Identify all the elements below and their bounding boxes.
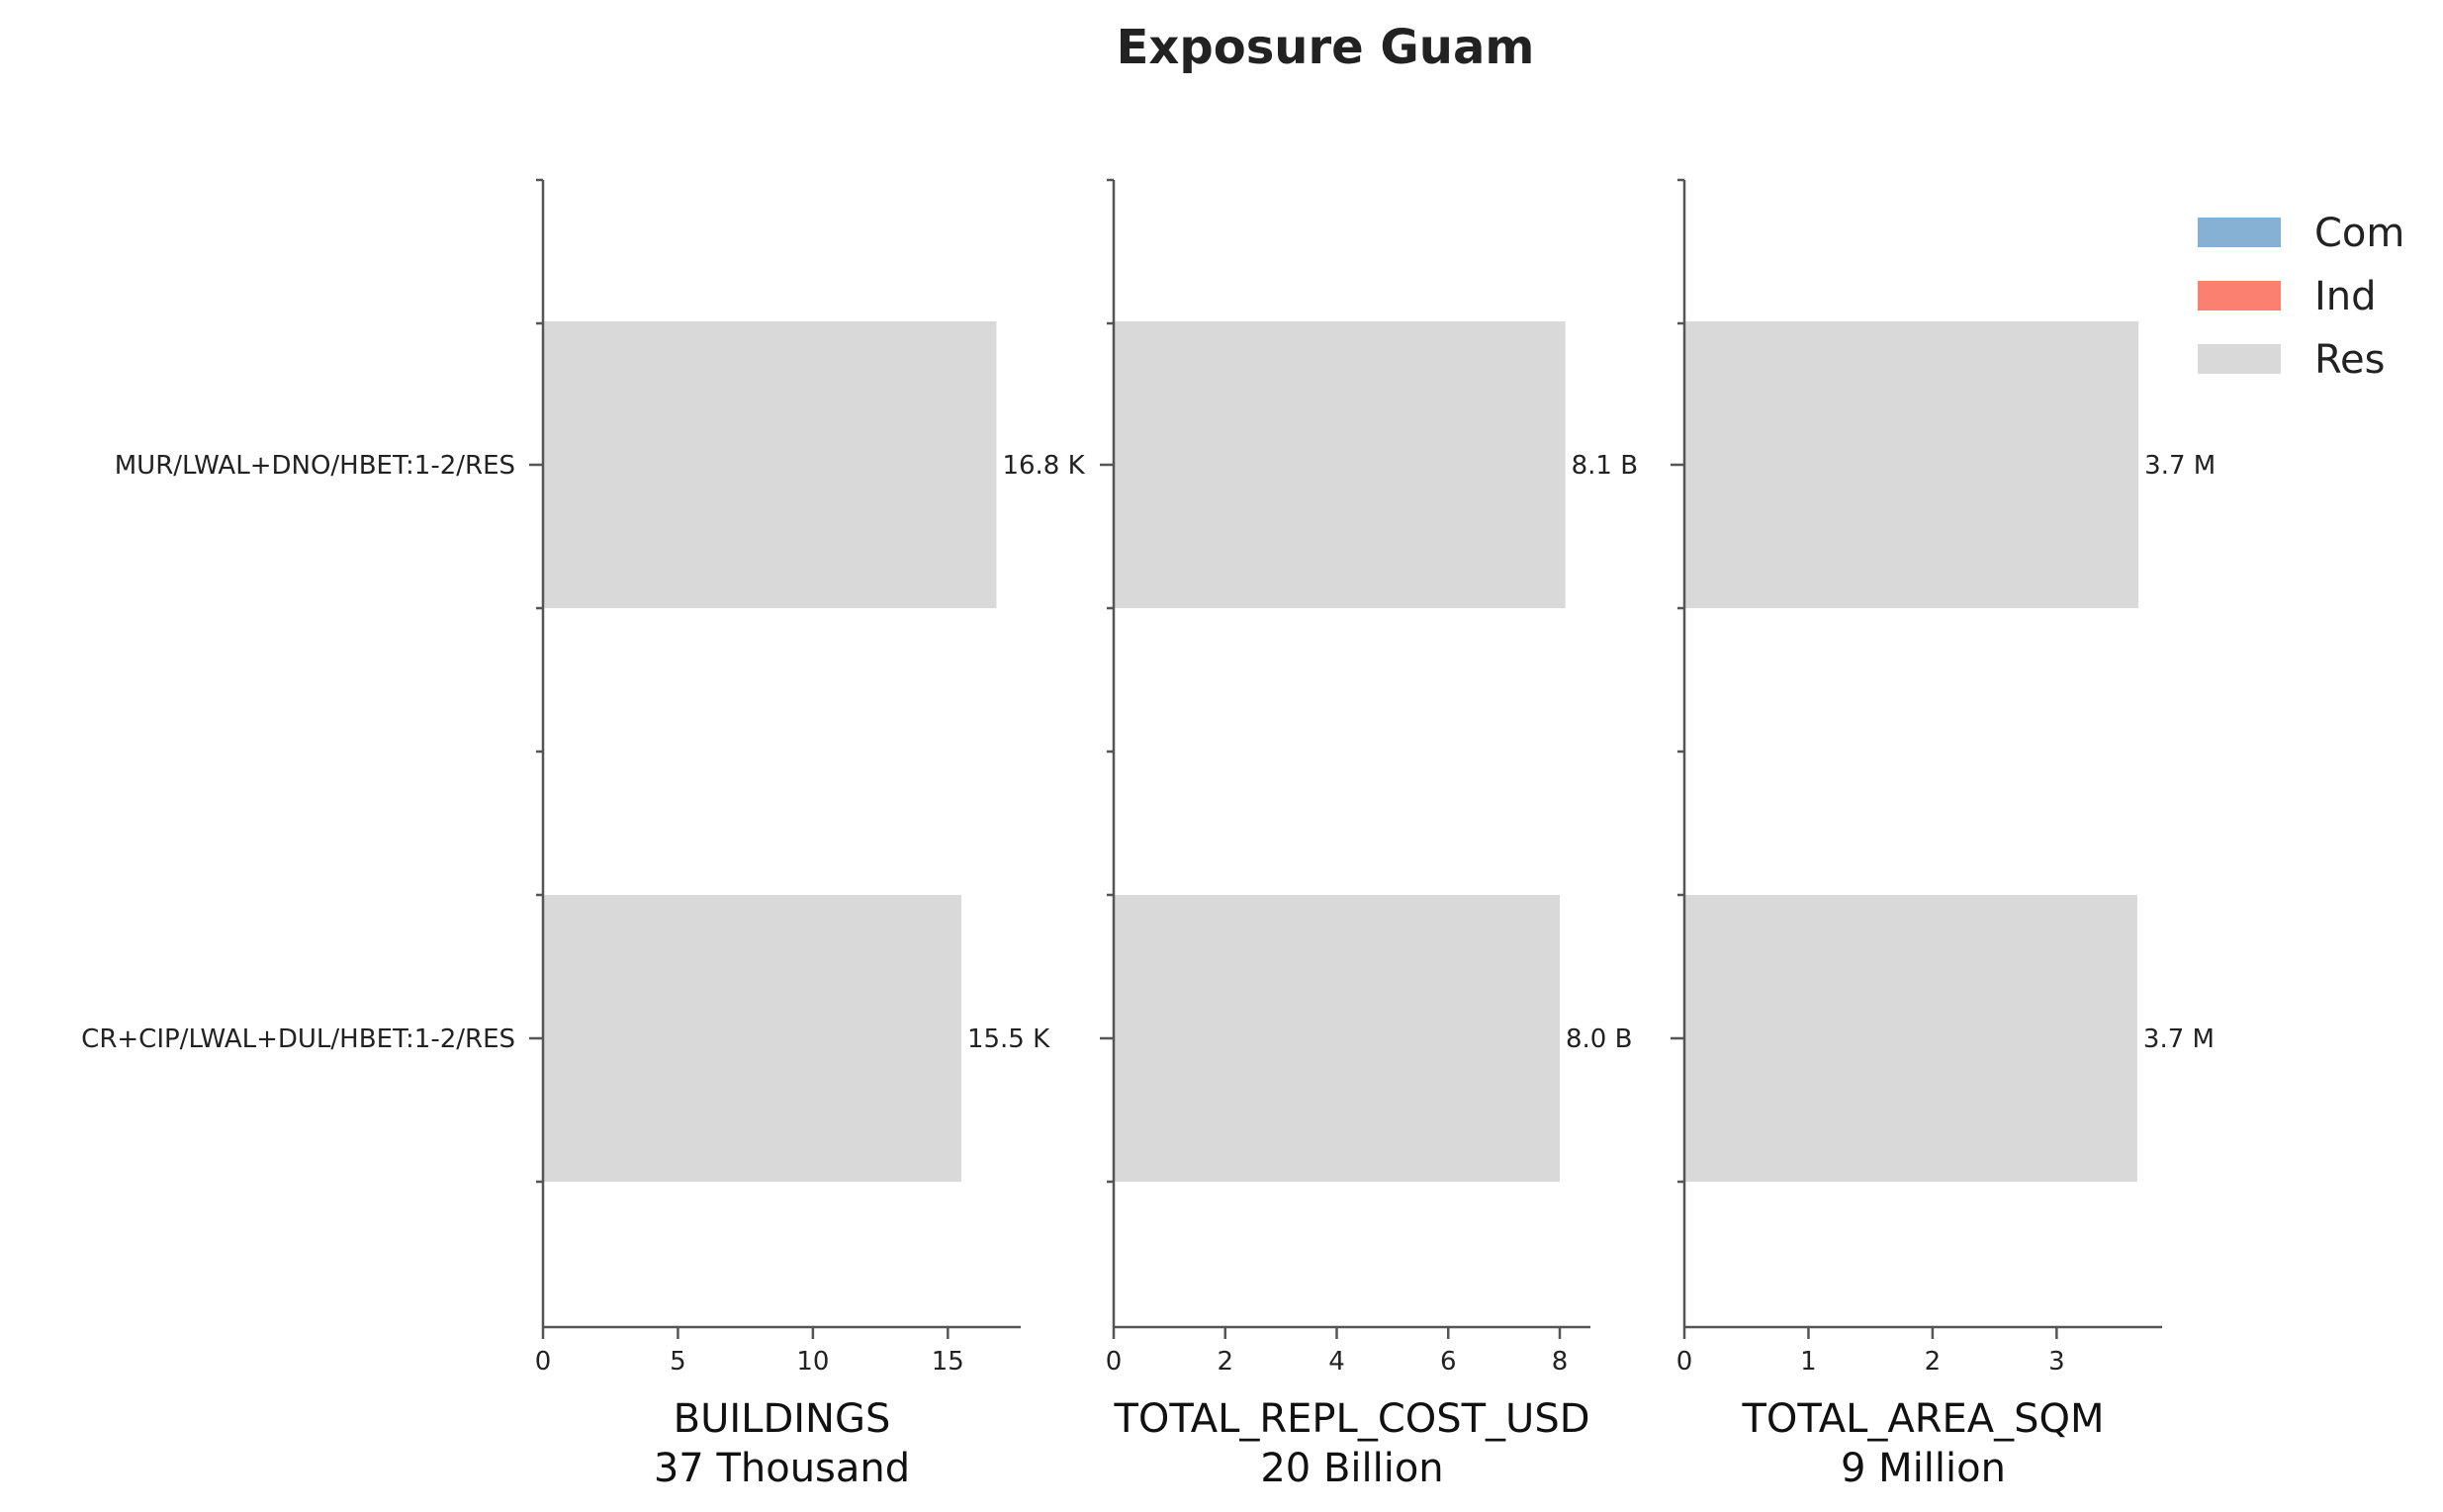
x-tick-label: 2: [1217, 1347, 1233, 1377]
category-label: MUR/LWAL+DNO/HBET:1-2/RES: [115, 451, 515, 481]
x-tick-label: 2: [1925, 1347, 1942, 1377]
x-tick-label: 5: [670, 1347, 686, 1377]
bar-value-label: 15.5 K: [967, 1024, 1050, 1054]
x-tick-label: 8: [1552, 1347, 1569, 1377]
x-axis-total-label: 37 Thousand: [654, 1446, 910, 1491]
x-tick-label: 0: [1676, 1347, 1693, 1377]
bar-1-1: [543, 321, 997, 608]
bar-1-2: [543, 895, 961, 1182]
chart-title: Exposure Guam: [1117, 20, 1535, 75]
x-tick-label: 10: [796, 1347, 829, 1377]
x-axis-total-label: 20 Billion: [1260, 1446, 1443, 1491]
x-axis-label: BUILDINGS: [674, 1396, 891, 1442]
legend-label-ind: Ind: [2314, 274, 2377, 319]
legend-swatch-com: [2198, 218, 2281, 247]
bar-3-2: [1684, 895, 2137, 1182]
x-tick-label: 1: [1800, 1347, 1817, 1377]
bar-value-label: 8.0 B: [1566, 1024, 1632, 1054]
x-tick-label: 0: [1106, 1347, 1123, 1377]
category-labels-group: MUR/LWAL+DNO/HBET:1-2/RES CR+CIP/LWAL+DUL…: [81, 451, 515, 1054]
bar-2-2: [1114, 895, 1560, 1182]
x-tick-label: 3: [2048, 1347, 2065, 1377]
x-axis-label: TOTAL_AREA_SQM: [1741, 1396, 2104, 1442]
legend: Com Ind Res: [2198, 211, 2404, 383]
category-label: CR+CIP/LWAL+DUL/HBET:1-2/RES: [81, 1024, 515, 1054]
bar-value-label: 3.7 M: [2143, 1024, 2215, 1054]
x-tick-label: 4: [1328, 1347, 1345, 1377]
bar-2-1: [1114, 321, 1566, 608]
x-tick-label: 15: [932, 1347, 964, 1377]
bar-value-label: 8.1 B: [1572, 451, 1638, 481]
legend-label-res: Res: [2314, 337, 2385, 383]
bar-value-label: 16.8 K: [1002, 451, 1085, 481]
legend-swatch-res: [2198, 344, 2281, 374]
bar-value-label: 3.7 M: [2144, 451, 2216, 481]
x-axis-total-label: 9 Million: [1841, 1446, 2006, 1491]
x-tick-label: 0: [535, 1347, 552, 1377]
bar-3-1: [1684, 321, 2139, 608]
x-tick-label: 6: [1440, 1347, 1457, 1377]
legend-swatch-ind: [2198, 281, 2281, 311]
x-axis-label: TOTAL_REPL_COST_USD: [1113, 1396, 1589, 1442]
legend-label-com: Com: [2314, 211, 2404, 256]
